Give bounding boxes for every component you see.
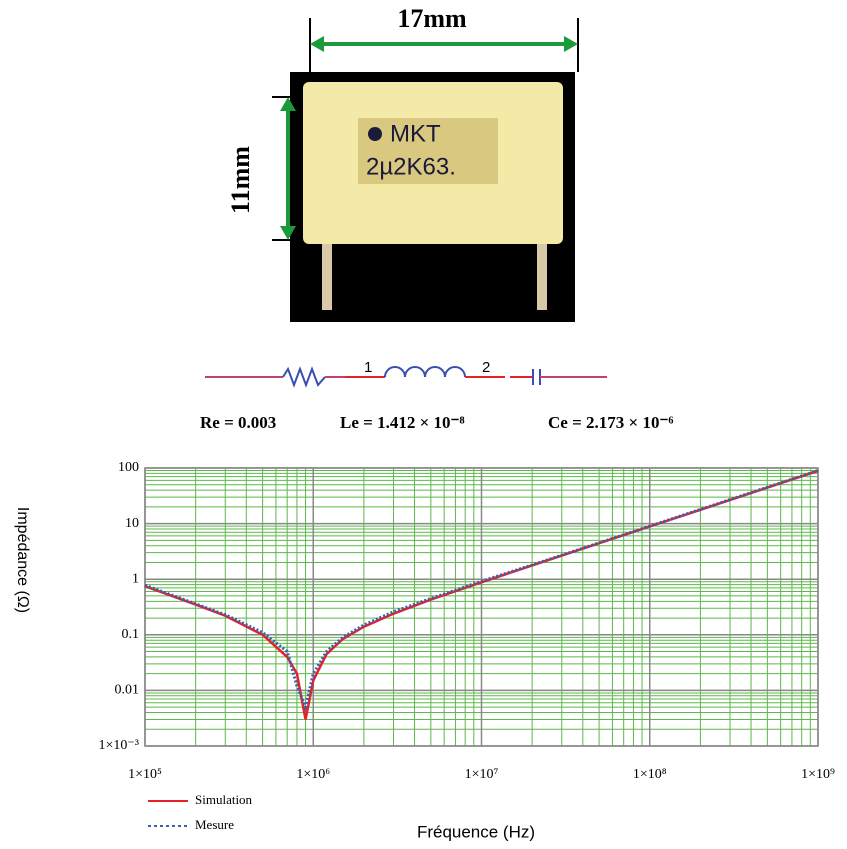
legend-label: Mesure bbox=[195, 817, 234, 832]
y-axis-label: Impédance (Ω) bbox=[14, 507, 31, 613]
x-tick-label: 1×10⁶ bbox=[296, 767, 330, 782]
circuit bbox=[205, 366, 607, 388]
marking: 2µ2K63. bbox=[366, 153, 456, 180]
y-tick-label: 0.1 bbox=[122, 627, 140, 642]
arrow-head bbox=[564, 36, 578, 52]
x-tick-label: 1×10⁵ bbox=[128, 767, 162, 782]
logo bbox=[368, 127, 382, 141]
lead bbox=[537, 240, 547, 310]
y-tick-label: 100 bbox=[118, 460, 139, 475]
node-label: 1 bbox=[364, 359, 372, 376]
legend-label: Simulation bbox=[195, 792, 253, 807]
resistor bbox=[282, 366, 326, 388]
parameter: Le = 1.412 × 10⁻⁸ bbox=[340, 413, 465, 432]
inductor bbox=[384, 366, 466, 378]
plot-frame bbox=[144, 467, 819, 747]
x-tick-label: 1×10⁸ bbox=[633, 767, 667, 782]
x-tick-label: 1×10⁷ bbox=[465, 767, 499, 782]
y-tick-label: 0.01 bbox=[115, 683, 140, 698]
x-axis-label: Fréquence (Hz) bbox=[417, 822, 535, 841]
y-tick-label: 10 bbox=[125, 516, 139, 531]
parameter: Ce = 2.173 × 10⁻⁶ bbox=[548, 413, 674, 432]
arrow-head bbox=[280, 226, 296, 240]
width-label: 17mm bbox=[397, 4, 467, 33]
arrow-head bbox=[310, 36, 324, 52]
x-tick-label: 1×10⁹ bbox=[801, 767, 835, 782]
height-label: 11mm bbox=[226, 146, 255, 214]
plot: 1×10⁵ 1×10⁶ 1×10⁷ 1×10⁸ 1×10⁹ 1×10⁻³ 0.01 0.1 1 1… bbox=[99, 460, 835, 832]
series-line bbox=[144, 469, 819, 713]
lead bbox=[322, 240, 332, 310]
parameter: Re = 0.003 bbox=[200, 413, 276, 432]
node-label: 2 bbox=[482, 359, 490, 376]
y-tick-label: 1×10⁻³ bbox=[99, 738, 139, 753]
marking-label bbox=[358, 118, 498, 184]
marking: MKT bbox=[390, 120, 441, 147]
arrow-head bbox=[280, 97, 296, 111]
capacitor-photo: MKT 2µ2K63. bbox=[290, 72, 575, 322]
y-tick-label: 1 bbox=[132, 571, 139, 586]
